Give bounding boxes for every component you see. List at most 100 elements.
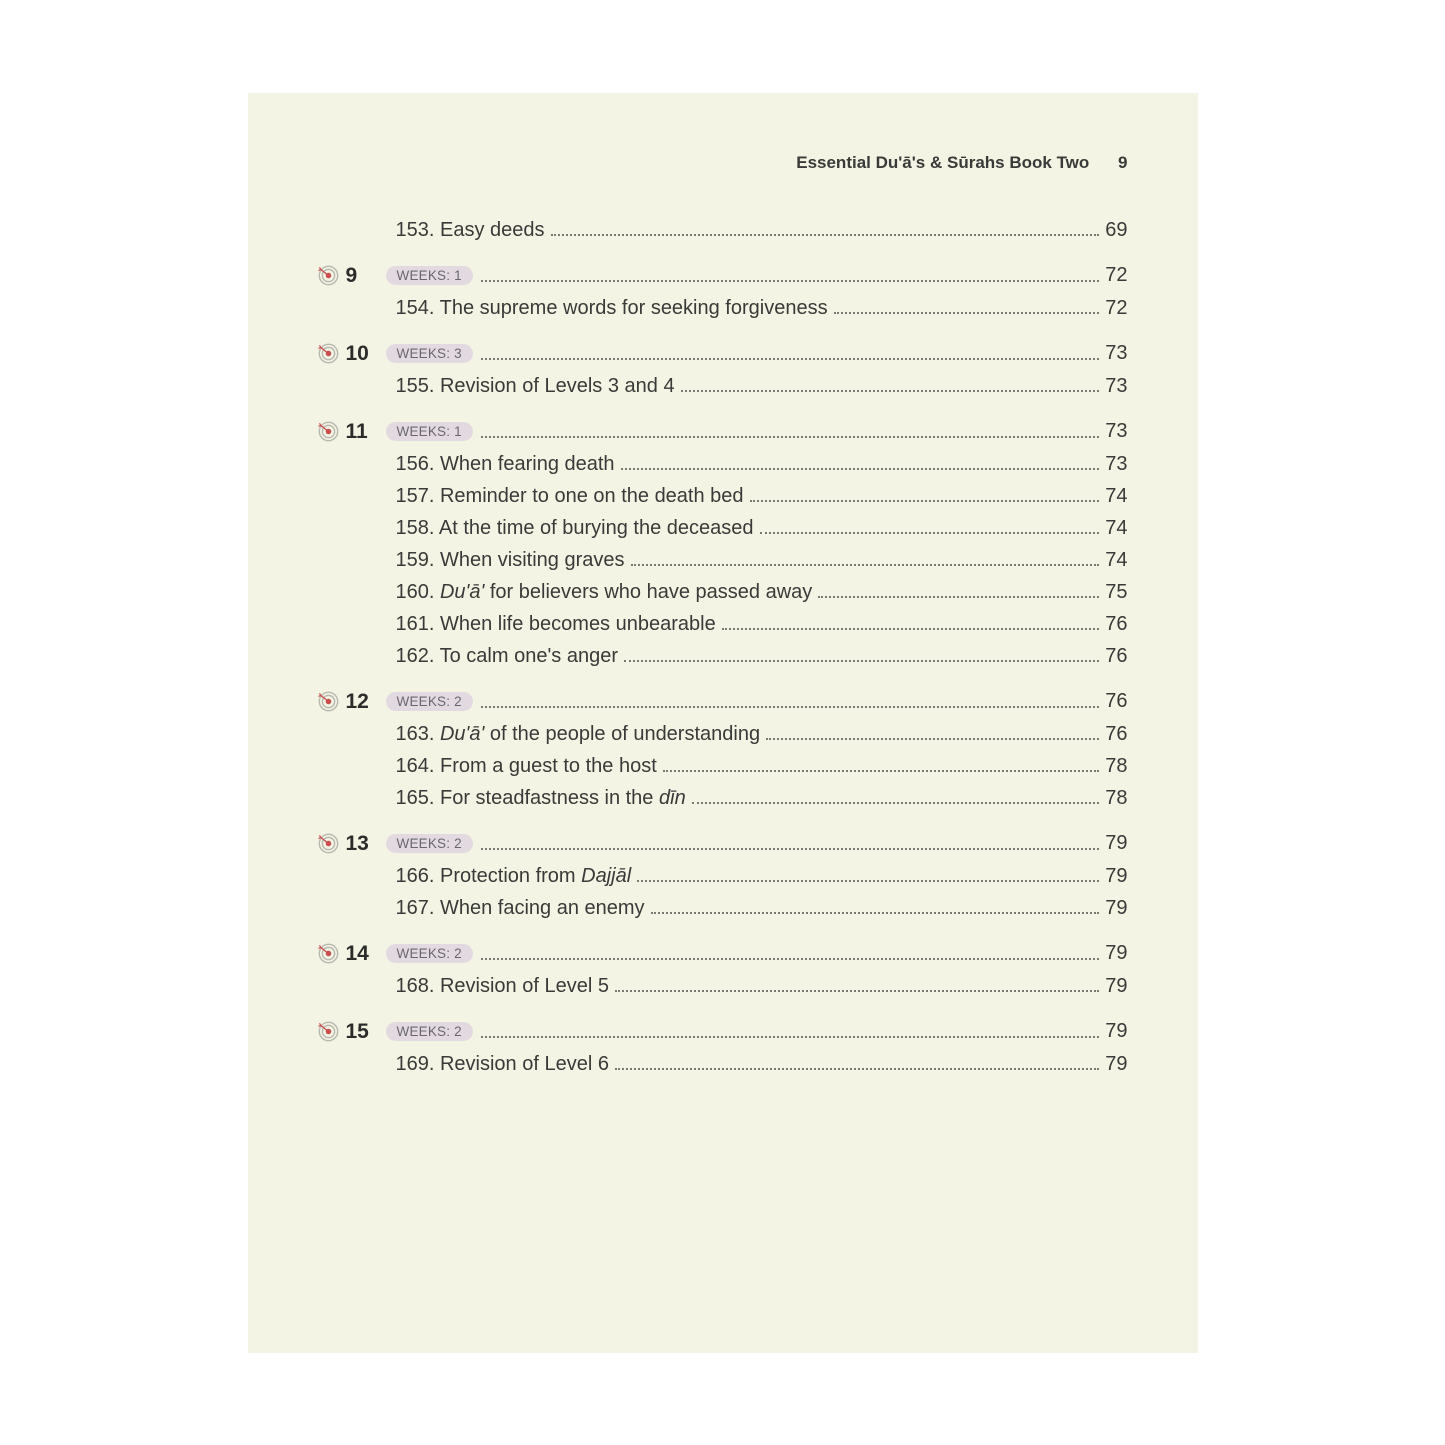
- weeks-badge: WEEKS: 2: [386, 944, 473, 963]
- toc-entry: 156. When fearing death 73: [396, 453, 1128, 476]
- entry-page: 79: [1101, 1053, 1127, 1076]
- toc-entry: 162. To calm one's anger 76: [396, 645, 1128, 668]
- toc-entry: 158. At the time of burying the deceased…: [396, 517, 1128, 540]
- toc-entry: 167. When facing an enemy 79: [396, 897, 1128, 920]
- leader-dots: [551, 223, 1100, 236]
- entry-title: 165. For steadfastness in the dīn: [396, 787, 690, 810]
- book-title: Essential Du'ā's & Sūrahs Book Two: [796, 153, 1089, 172]
- toc-entry: 168. Revision of Level 5 79: [396, 975, 1128, 998]
- entry-page: 69: [1101, 219, 1127, 242]
- section-page: 76: [1101, 690, 1127, 713]
- entry-page: 74: [1101, 485, 1127, 508]
- section-page: 79: [1101, 832, 1127, 855]
- leader-dots: [615, 979, 1099, 992]
- leader-dots: [481, 947, 1099, 960]
- toc-entry: 161. When life becomes unbearable 76: [396, 613, 1128, 636]
- entry-page: 78: [1101, 755, 1127, 778]
- target-icon: [318, 421, 340, 443]
- target-icon: [318, 343, 340, 365]
- entry-page: 74: [1101, 517, 1127, 540]
- toc-section: 9 WEEKS: 1 72: [318, 264, 1128, 288]
- toc-entry: 153. Easy deeds 69: [396, 219, 1128, 242]
- entry-title: 164. From a guest to the host: [396, 755, 661, 778]
- entry-title: 153. Easy deeds: [396, 219, 549, 242]
- leader-dots: [481, 837, 1099, 850]
- toc-content: 153. Easy deeds 69 9 WEEKS: 1 72 154. Th…: [308, 219, 1128, 1076]
- leader-dots: [766, 727, 1099, 740]
- section-number: 10: [346, 342, 386, 366]
- section-page: 72: [1101, 264, 1127, 287]
- section-page: 79: [1101, 1020, 1127, 1043]
- entry-title: 156. When fearing death: [396, 453, 619, 476]
- leader-dots: [481, 1025, 1099, 1038]
- page-number: 9: [1118, 153, 1127, 173]
- entry-title: 154. The supreme words for seeking forgi…: [396, 297, 832, 320]
- weeks-badge: WEEKS: 2: [386, 1022, 473, 1041]
- entry-page: 79: [1101, 975, 1127, 998]
- entry-page: 76: [1101, 723, 1127, 746]
- section-number: 9: [346, 264, 386, 288]
- weeks-badge: WEEKS: 2: [386, 692, 473, 711]
- toc-section: 12 WEEKS: 2 76: [318, 690, 1128, 714]
- entry-title: 161. When life becomes unbearable: [396, 613, 720, 636]
- toc-entry: 155. Revision of Levels 3 and 4 73: [396, 375, 1128, 398]
- leader-dots: [651, 901, 1100, 914]
- toc-section: 11 WEEKS: 1 73: [318, 420, 1128, 444]
- entry-page: 78: [1101, 787, 1127, 810]
- leader-dots: [481, 347, 1099, 360]
- section-page: 73: [1101, 420, 1127, 443]
- leader-dots: [692, 791, 1100, 804]
- leader-dots: [722, 617, 1100, 630]
- leader-dots: [615, 1057, 1099, 1070]
- entry-page: 76: [1101, 613, 1127, 636]
- section-number: 12: [346, 690, 386, 714]
- toc-section: 14 WEEKS: 2 79: [318, 942, 1128, 966]
- leader-dots: [621, 457, 1100, 470]
- toc-section: 13 WEEKS: 2 79: [318, 832, 1128, 856]
- entry-title: 157. Reminder to one on the death bed: [396, 485, 748, 508]
- entry-page: 73: [1101, 453, 1127, 476]
- entry-title: 168. Revision of Level 5: [396, 975, 613, 998]
- toc-entry: 165. For steadfastness in the dīn 78: [396, 787, 1128, 810]
- leader-dots: [481, 425, 1099, 438]
- section-page: 73: [1101, 342, 1127, 365]
- toc-entry: 160. Du'ā' for believers who have passed…: [396, 581, 1128, 604]
- toc-section: 10 WEEKS: 3 73: [318, 342, 1128, 366]
- leader-dots: [760, 521, 1100, 534]
- leader-dots: [663, 759, 1099, 772]
- entry-title: 163. Du'ā' of the people of understandin…: [396, 723, 765, 746]
- toc-entry: 169. Revision of Level 6 79: [396, 1053, 1128, 1076]
- entry-page: 79: [1101, 865, 1127, 888]
- target-icon: [318, 691, 340, 713]
- target-icon: [318, 1021, 340, 1043]
- toc-entry: 164. From a guest to the host 78: [396, 755, 1128, 778]
- section-page: 79: [1101, 942, 1127, 965]
- entry-title: 169. Revision of Level 6: [396, 1053, 613, 1076]
- entry-page: 73: [1101, 375, 1127, 398]
- entry-page: 76: [1101, 645, 1127, 668]
- toc-section: 15 WEEKS: 2 79: [318, 1020, 1128, 1044]
- leader-dots: [834, 301, 1100, 314]
- section-number: 14: [346, 942, 386, 966]
- weeks-badge: WEEKS: 3: [386, 344, 473, 363]
- entry-page: 75: [1101, 581, 1127, 604]
- entry-title: 167. When facing an enemy: [396, 897, 649, 920]
- entry-title: 155. Revision of Levels 3 and 4: [396, 375, 679, 398]
- entry-title: 158. At the time of burying the deceased: [396, 517, 758, 540]
- toc-entry: 154. The supreme words for seeking forgi…: [396, 297, 1128, 320]
- section-number: 15: [346, 1020, 386, 1044]
- leader-dots: [481, 269, 1099, 282]
- entry-title: 160. Du'ā' for believers who have passed…: [396, 581, 817, 604]
- weeks-badge: WEEKS: 2: [386, 834, 473, 853]
- entry-title: 162. To calm one's anger: [396, 645, 622, 668]
- toc-entry: 166. Protection from Dajjāl 79: [396, 865, 1128, 888]
- entry-page: 74: [1101, 549, 1127, 572]
- running-header: Essential Du'ā's & Sūrahs Book Two 9: [308, 153, 1128, 173]
- leader-dots: [481, 695, 1099, 708]
- section-number: 13: [346, 832, 386, 856]
- toc-entry: 163. Du'ā' of the people of understandin…: [396, 723, 1128, 746]
- leader-dots: [818, 585, 1099, 598]
- section-number: 11: [346, 420, 386, 444]
- target-icon: [318, 265, 340, 287]
- book-page: Essential Du'ā's & Sūrahs Book Two 9 153…: [248, 93, 1198, 1353]
